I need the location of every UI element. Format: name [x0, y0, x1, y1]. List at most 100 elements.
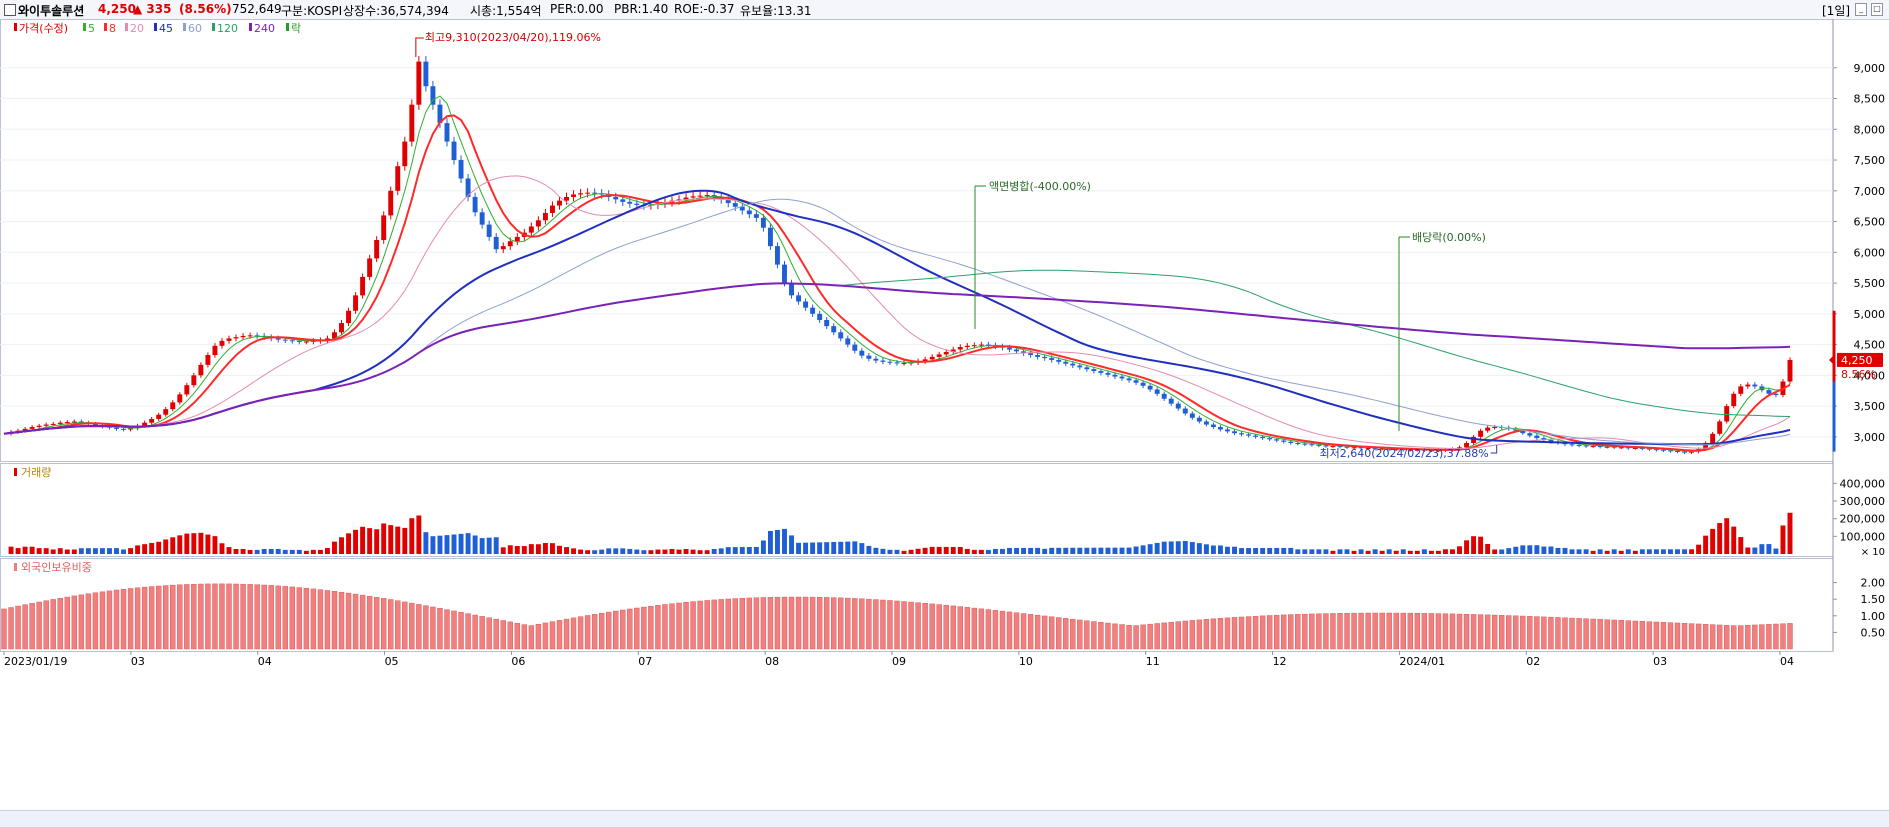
volume-bar: [1175, 541, 1181, 554]
volume-bar: [1541, 546, 1547, 554]
volume-bar: [1189, 542, 1195, 554]
candle-body: [1196, 417, 1202, 422]
volume-bar: [1154, 542, 1160, 554]
candle-body: [613, 196, 619, 200]
volume-bar: [711, 548, 717, 554]
volume-bar: [1260, 547, 1266, 554]
candle-body: [760, 217, 766, 228]
volume-bar: [78, 548, 84, 554]
chart-area[interactable]: 3,000 3,500 4,000 4,500 5,000 5,500 6,000 6,500…: [0, 19, 1889, 810]
legend-item: 60: [188, 22, 202, 35]
volume-bar: [205, 534, 211, 554]
maximize-button[interactable]: □: [1871, 3, 1883, 16]
volume-bar: [15, 548, 21, 554]
scroll-bar[interactable]: [0, 810, 1889, 827]
candle-body: [374, 240, 380, 259]
candle-body: [922, 359, 928, 362]
foreign-bar: [177, 584, 183, 650]
candle-body: [1021, 351, 1027, 354]
foreign-bar: [395, 600, 401, 650]
foreign-bar: [823, 597, 830, 650]
volume-bar: [789, 535, 794, 554]
select-checkbox[interactable]: [4, 4, 16, 16]
candle-body: [1738, 386, 1744, 394]
foreign-bar: [1555, 617, 1561, 650]
foreign-bar: [1203, 619, 1210, 650]
period-selector[interactable]: [1일]: [1822, 4, 1851, 18]
legend-item: 240: [254, 22, 275, 35]
candle-body: [936, 354, 942, 357]
foreign-bar: [43, 600, 49, 650]
foreign-bar: [598, 612, 605, 650]
x-tick-label: 12: [1273, 655, 1287, 668]
volume-bar: [493, 537, 499, 554]
candle-body: [1260, 436, 1266, 439]
foreign-bar: [338, 591, 345, 650]
candle-body: [29, 427, 35, 429]
volume-bar: [971, 549, 977, 554]
volume-bar: [542, 543, 548, 554]
candle-body: [1323, 445, 1329, 447]
legend-swatch: [104, 23, 107, 31]
last-price-box: [1837, 352, 1883, 367]
foreign-bar: [648, 605, 654, 650]
candle-body: [184, 385, 190, 395]
volume-bar: [64, 549, 70, 554]
foreign-bar: [1745, 625, 1751, 650]
candle-body: [1225, 429, 1230, 432]
current-price: 4,250: [98, 2, 136, 16]
volume-bar: [1513, 546, 1519, 554]
candle-body: [810, 307, 816, 314]
candle-body: [381, 215, 387, 241]
volume-bar: [1745, 547, 1751, 554]
legend-swatch: [83, 23, 86, 31]
foreign-bar: [866, 598, 872, 650]
volume-bar: [775, 529, 780, 554]
legend-item: 45: [159, 22, 173, 35]
candle-body: [1302, 443, 1308, 445]
candle-body: [423, 61, 429, 87]
candle-body: [233, 337, 239, 339]
low-annotation: 최저2,640(2024/02/23),37.88%: [1320, 447, 1489, 460]
foreign-bar: [894, 600, 900, 650]
foreign-bar: [1470, 614, 1477, 650]
foreign-bar: [184, 584, 190, 650]
legend-swatch: [14, 23, 17, 31]
volume-bar: [1660, 549, 1666, 554]
price-tick-label: 6,000: [1854, 246, 1886, 259]
volume-bar: [817, 542, 823, 554]
candle-body: [746, 210, 752, 215]
foreign-bar: [1688, 623, 1695, 650]
candle-body: [493, 236, 499, 250]
foreign-bar: [1569, 617, 1575, 650]
candle-body: [275, 338, 281, 340]
volume-bar: [641, 550, 647, 554]
volume-bar: [1014, 547, 1019, 554]
foreign-bar: [486, 617, 492, 650]
candle-body: [1267, 438, 1273, 440]
candle-body: [1604, 446, 1610, 448]
foreign-bar: [1098, 622, 1104, 650]
foreign-bar: [1259, 615, 1266, 650]
foreign-bar: [99, 591, 106, 650]
volume-bar: [170, 537, 176, 554]
foreign-bar: [219, 583, 225, 650]
price-tick-label: 6,500: [1854, 216, 1886, 229]
minimize-button[interactable]: _: [1855, 3, 1867, 16]
foreign-bar: [1407, 612, 1414, 650]
candle-body: [1639, 447, 1645, 449]
candle-body: [1485, 427, 1491, 431]
reserve-ratio: 유보율:13.31: [740, 4, 812, 18]
foreign-bar: [1724, 625, 1730, 650]
foreign-bar: [493, 618, 499, 650]
candle-body: [831, 326, 837, 333]
candle-body: [1724, 406, 1730, 422]
volume-bar: [1056, 547, 1062, 554]
candle-body: [1098, 371, 1104, 373]
foreign-bar: [1534, 616, 1540, 650]
candle-body: [564, 196, 569, 201]
foreign-bar: [613, 610, 619, 650]
candle-body: [486, 224, 492, 237]
candle-body: [704, 195, 710, 197]
candle-body: [367, 258, 373, 277]
